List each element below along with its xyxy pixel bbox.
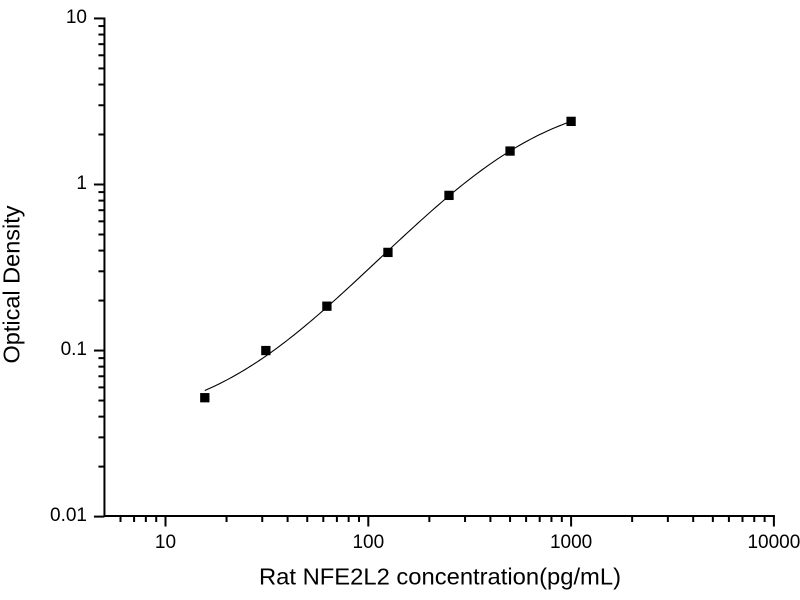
svg-text:10: 10 xyxy=(66,7,87,28)
svg-text:10: 10 xyxy=(155,532,176,553)
svg-text:Optical Density: Optical Density xyxy=(0,205,24,364)
svg-text:0.01: 0.01 xyxy=(50,505,87,526)
svg-text:Rat NFE2L2 concentration(pg/mL: Rat NFE2L2 concentration(pg/mL) xyxy=(259,564,621,590)
svg-text:1: 1 xyxy=(76,173,87,194)
svg-text:0.1: 0.1 xyxy=(61,339,87,360)
svg-text:10000: 10000 xyxy=(747,532,800,553)
svg-text:1000: 1000 xyxy=(550,532,592,553)
svg-text:100: 100 xyxy=(352,532,384,553)
